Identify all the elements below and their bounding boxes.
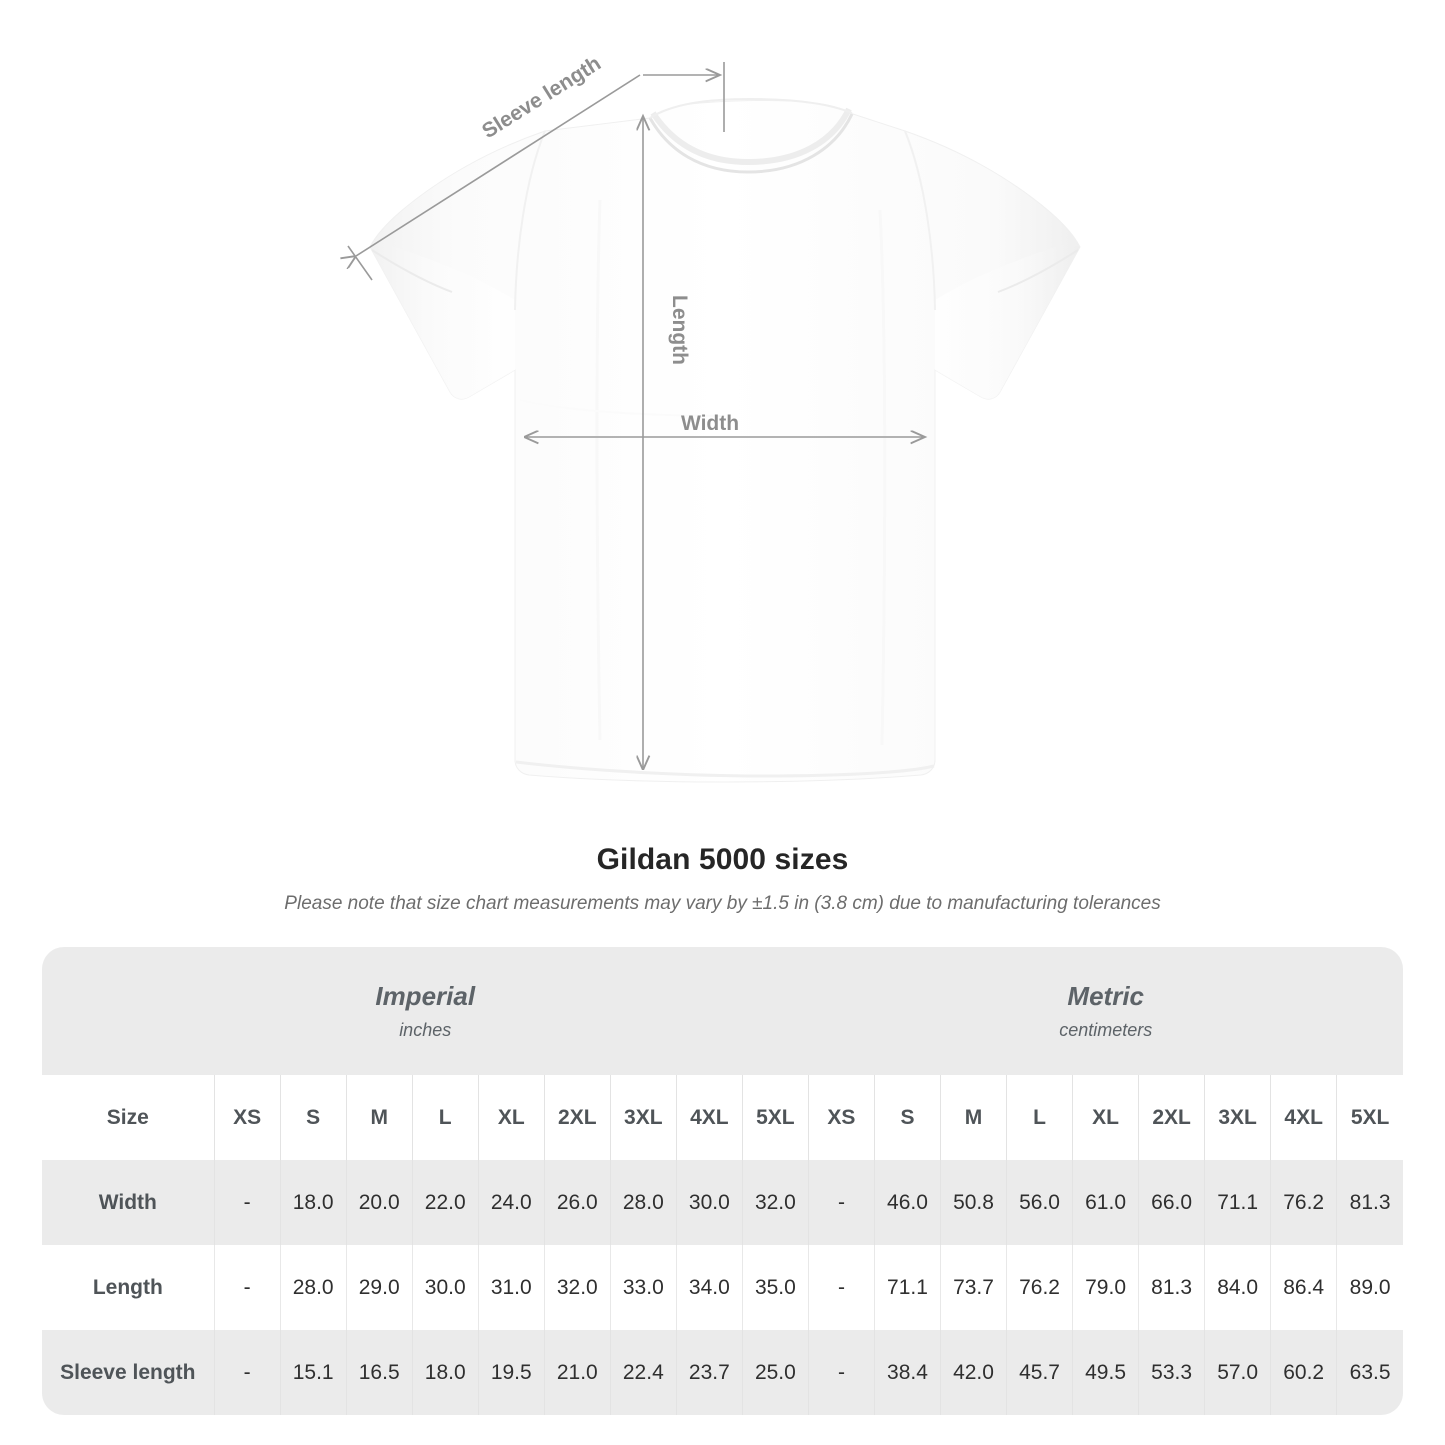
width-label: Width <box>681 412 739 435</box>
cell-length-metric-4xl: 86.4 <box>1270 1245 1337 1330</box>
cell-length-metric-m: 73.7 <box>939 1245 1007 1330</box>
cell-width-imperial-l: 22.0 <box>411 1160 479 1245</box>
cell-sleeve-length-metric-l: 45.7 <box>1006 1330 1073 1415</box>
cell-sleeve-length-metric-s: 38.4 <box>873 1330 941 1415</box>
table-row: Width -18.0 20.0 22.0 24.0 26.0 28.0 30.0 32.0-4… <box>42 1160 1403 1245</box>
cell-length-metric-3xl: 84.0 <box>1204 1245 1271 1330</box>
chart-header: Gildan 5000 sizes Please note that size … <box>0 840 1445 919</box>
cell-sleeve-length-metric-m: 42.0 <box>939 1330 1007 1415</box>
size-header-metric-xs: XS <box>807 1075 875 1160</box>
table-row: Length -28.0 29.0 30.0 31.0 32.0 33.0 34.0 35.0-… <box>42 1245 1403 1330</box>
cell-length-imperial-2xl: 32.0 <box>543 1245 611 1330</box>
cell-sleeve-length-imperial-3xl: 22.4 <box>609 1330 677 1415</box>
unit-subtitle: centimeters <box>1059 1019 1153 1040</box>
measurement-label-width: Width <box>98 1190 157 1214</box>
cell-sleeve-length-imperial-s: 15.1 <box>279 1330 347 1415</box>
cell-width-metric-2xl: 66.0 <box>1138 1160 1205 1245</box>
size-header-imperial-4xl: 4XL <box>675 1075 743 1160</box>
size-header-metric-2xl: 2XL <box>1138 1075 1205 1160</box>
cell-width-metric-xs: - <box>807 1160 875 1245</box>
cell-width-imperial-xl: 24.0 <box>477 1160 545 1245</box>
unit-header-imperial: Imperial inches <box>42 947 808 1075</box>
cell-length-metric-xl: 79.0 <box>1072 1245 1139 1330</box>
size-chart-table: Imperial inches Metric centimeters Size XS S M L… <box>42 947 1403 1415</box>
tolerance-note: Please note that size chart measurements… <box>284 893 1161 914</box>
size-header-imperial-xl: XL <box>477 1075 545 1160</box>
size-header-imperial-3xl: 3XL <box>609 1075 677 1160</box>
cell-length-imperial-4xl: 34.0 <box>675 1245 743 1330</box>
cell-width-metric-m: 50.8 <box>939 1160 1007 1245</box>
cell-width-metric-4xl: 76.2 <box>1270 1160 1337 1245</box>
cell-sleeve-length-metric-2xl: 53.3 <box>1138 1330 1205 1415</box>
measurement-label-sleeve-length: Sleeve length <box>60 1360 196 1384</box>
size-header-metric-l: L <box>1006 1075 1073 1160</box>
cell-width-metric-5xl: 81.3 <box>1336 1160 1403 1245</box>
cell-sleeve-length-imperial-m: 16.5 <box>345 1330 413 1415</box>
size-header-imperial-2xl: 2XL <box>543 1075 611 1160</box>
size-header-imperial-l: L <box>411 1075 479 1160</box>
cell-sleeve-length-imperial-5xl: 25.0 <box>741 1330 809 1415</box>
cell-width-metric-3xl: 71.1 <box>1204 1160 1271 1245</box>
cell-width-imperial-2xl: 26.0 <box>543 1160 611 1245</box>
size-header-metric-4xl: 4XL <box>1270 1075 1337 1160</box>
cell-length-metric-xs: - <box>807 1245 875 1330</box>
cell-length-metric-5xl: 89.0 <box>1336 1245 1403 1330</box>
cell-length-imperial-l: 30.0 <box>411 1245 479 1330</box>
cell-width-metric-l: 56.0 <box>1006 1160 1073 1245</box>
cell-sleeve-length-imperial-xs: - <box>213 1330 281 1415</box>
size-header-imperial-5xl: 5XL <box>741 1075 809 1160</box>
cell-length-metric-s: 71.1 <box>873 1245 941 1330</box>
unit-name: Imperial <box>375 980 476 1011</box>
cell-length-imperial-xs: - <box>213 1245 281 1330</box>
cell-width-imperial-5xl: 32.0 <box>741 1160 809 1245</box>
cell-sleeve-length-metric-xl: 49.5 <box>1072 1330 1139 1415</box>
size-column-header: Size <box>106 1105 149 1129</box>
size-header-row: Size XS S M L XL 2XL 3XL 4XL 5XL XS S M L XL 2XL 3XL 4XL 5… <box>42 1075 1403 1160</box>
cell-length-metric-l: 76.2 <box>1006 1245 1073 1330</box>
cell-length-imperial-m: 29.0 <box>345 1245 413 1330</box>
cell-width-metric-s: 46.0 <box>873 1160 941 1245</box>
unit-header-metric: Metric centimeters <box>808 947 1403 1075</box>
cell-length-imperial-s: 28.0 <box>279 1245 347 1330</box>
size-header-metric-3xl: 3XL <box>1204 1075 1271 1160</box>
cell-length-metric-2xl: 81.3 <box>1138 1245 1205 1330</box>
size-header-imperial-xs: XS <box>213 1075 281 1160</box>
size-header-imperial-m: M <box>345 1075 413 1160</box>
cell-width-imperial-s: 18.0 <box>279 1160 347 1245</box>
cell-width-imperial-3xl: 28.0 <box>609 1160 677 1245</box>
cell-width-imperial-4xl: 30.0 <box>675 1160 743 1245</box>
size-header-imperial-s: S <box>279 1075 347 1160</box>
length-label: Length <box>668 295 691 365</box>
table-row: Sleeve length -15.1 16.5 18.0 19.5 21.0 22.4 23… <box>42 1330 1403 1415</box>
cell-sleeve-length-metric-xs: - <box>807 1330 875 1415</box>
tshirt-illustration: Sleeve length Length Width <box>0 52 1081 783</box>
cell-sleeve-length-imperial-2xl: 21.0 <box>543 1330 611 1415</box>
cell-length-imperial-5xl: 35.0 <box>741 1245 809 1330</box>
size-header-metric-s: S <box>873 1075 941 1160</box>
size-header-metric-5xl: 5XL <box>1336 1075 1403 1160</box>
cell-width-imperial-xs: - <box>213 1160 281 1245</box>
measurement-label-length: Length <box>92 1275 163 1299</box>
size-header-metric-xl: XL <box>1072 1075 1139 1160</box>
cell-width-imperial-m: 20.0 <box>345 1160 413 1245</box>
cell-sleeve-length-imperial-l: 18.0 <box>411 1330 479 1415</box>
unit-banner-row: Imperial inches Metric centimeters <box>42 947 1403 1075</box>
cell-sleeve-length-metric-4xl: 60.2 <box>1270 1330 1337 1415</box>
unit-subtitle: inches <box>399 1019 452 1040</box>
cell-sleeve-length-metric-3xl: 57.0 <box>1204 1330 1271 1415</box>
size-header-metric-m: M <box>939 1075 1007 1160</box>
unit-name: Metric <box>1067 980 1144 1011</box>
page-title: Gildan 5000 sizes <box>596 843 849 876</box>
tshirt-shape <box>369 97 1081 783</box>
width-annotation: Width <box>524 412 925 437</box>
cell-length-imperial-3xl: 33.0 <box>609 1245 677 1330</box>
cell-width-metric-xl: 61.0 <box>1072 1160 1139 1245</box>
cell-sleeve-length-imperial-xl: 19.5 <box>477 1330 545 1415</box>
cell-length-imperial-xl: 31.0 <box>477 1245 545 1330</box>
cell-sleeve-length-metric-5xl: 63.5 <box>1336 1330 1403 1415</box>
cell-sleeve-length-imperial-4xl: 23.7 <box>675 1330 743 1415</box>
